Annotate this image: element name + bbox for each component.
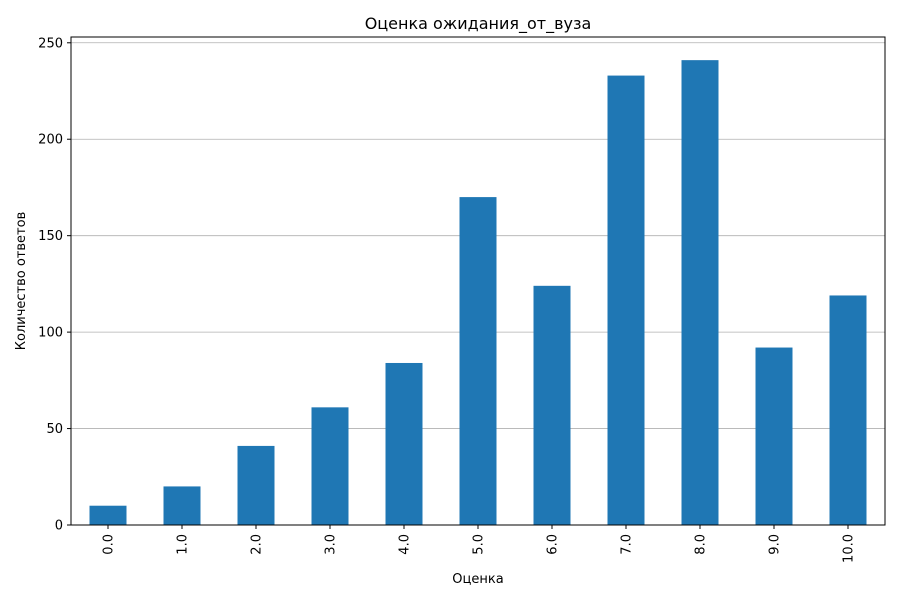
y-axis: 0 50 100 150 200 250 bbox=[38, 36, 71, 534]
x-tick-label: 9.0 bbox=[768, 534, 783, 555]
bar bbox=[607, 75, 645, 525]
y-axis-title: Количество ответов bbox=[14, 212, 29, 350]
x-tick-label: 3.0 bbox=[324, 534, 339, 555]
x-axis-title: Оценка bbox=[452, 572, 503, 587]
bar bbox=[459, 197, 497, 526]
x-tick-label: 5.0 bbox=[472, 534, 487, 555]
bar bbox=[829, 295, 867, 525]
bar bbox=[755, 347, 793, 525]
chart-title: Оценка ожидания_от_вуза bbox=[365, 14, 592, 34]
bar bbox=[681, 60, 719, 526]
bar bbox=[89, 505, 127, 525]
y-tick-label: 250 bbox=[38, 36, 63, 51]
x-tick-label: 6.0 bbox=[546, 534, 561, 555]
x-tick-label: 2.0 bbox=[250, 534, 265, 555]
y-tick-label: 200 bbox=[38, 133, 63, 148]
y-tick-label: 50 bbox=[46, 422, 63, 437]
bar bbox=[311, 407, 349, 525]
x-tick-label: 10.0 bbox=[842, 534, 857, 563]
bar bbox=[163, 486, 201, 525]
bars bbox=[89, 60, 867, 526]
x-tick-label: 1.0 bbox=[176, 534, 191, 555]
bar bbox=[237, 445, 275, 525]
x-tick-label: 7.0 bbox=[620, 534, 635, 555]
x-tick-label: 0.0 bbox=[102, 534, 117, 555]
bar bbox=[533, 285, 571, 525]
y-tick-label: 150 bbox=[38, 229, 63, 244]
y-tick-label: 100 bbox=[38, 326, 63, 341]
x-axis: 0.0 1.0 2.0 3.0 4.0 5.0 6.0 7.0 8.0 9.0 10.0 bbox=[102, 525, 857, 563]
x-tick-label: 8.0 bbox=[694, 534, 709, 555]
bar bbox=[385, 362, 423, 525]
x-tick-label: 4.0 bbox=[398, 534, 413, 555]
y-tick-label: 0 bbox=[55, 519, 63, 534]
